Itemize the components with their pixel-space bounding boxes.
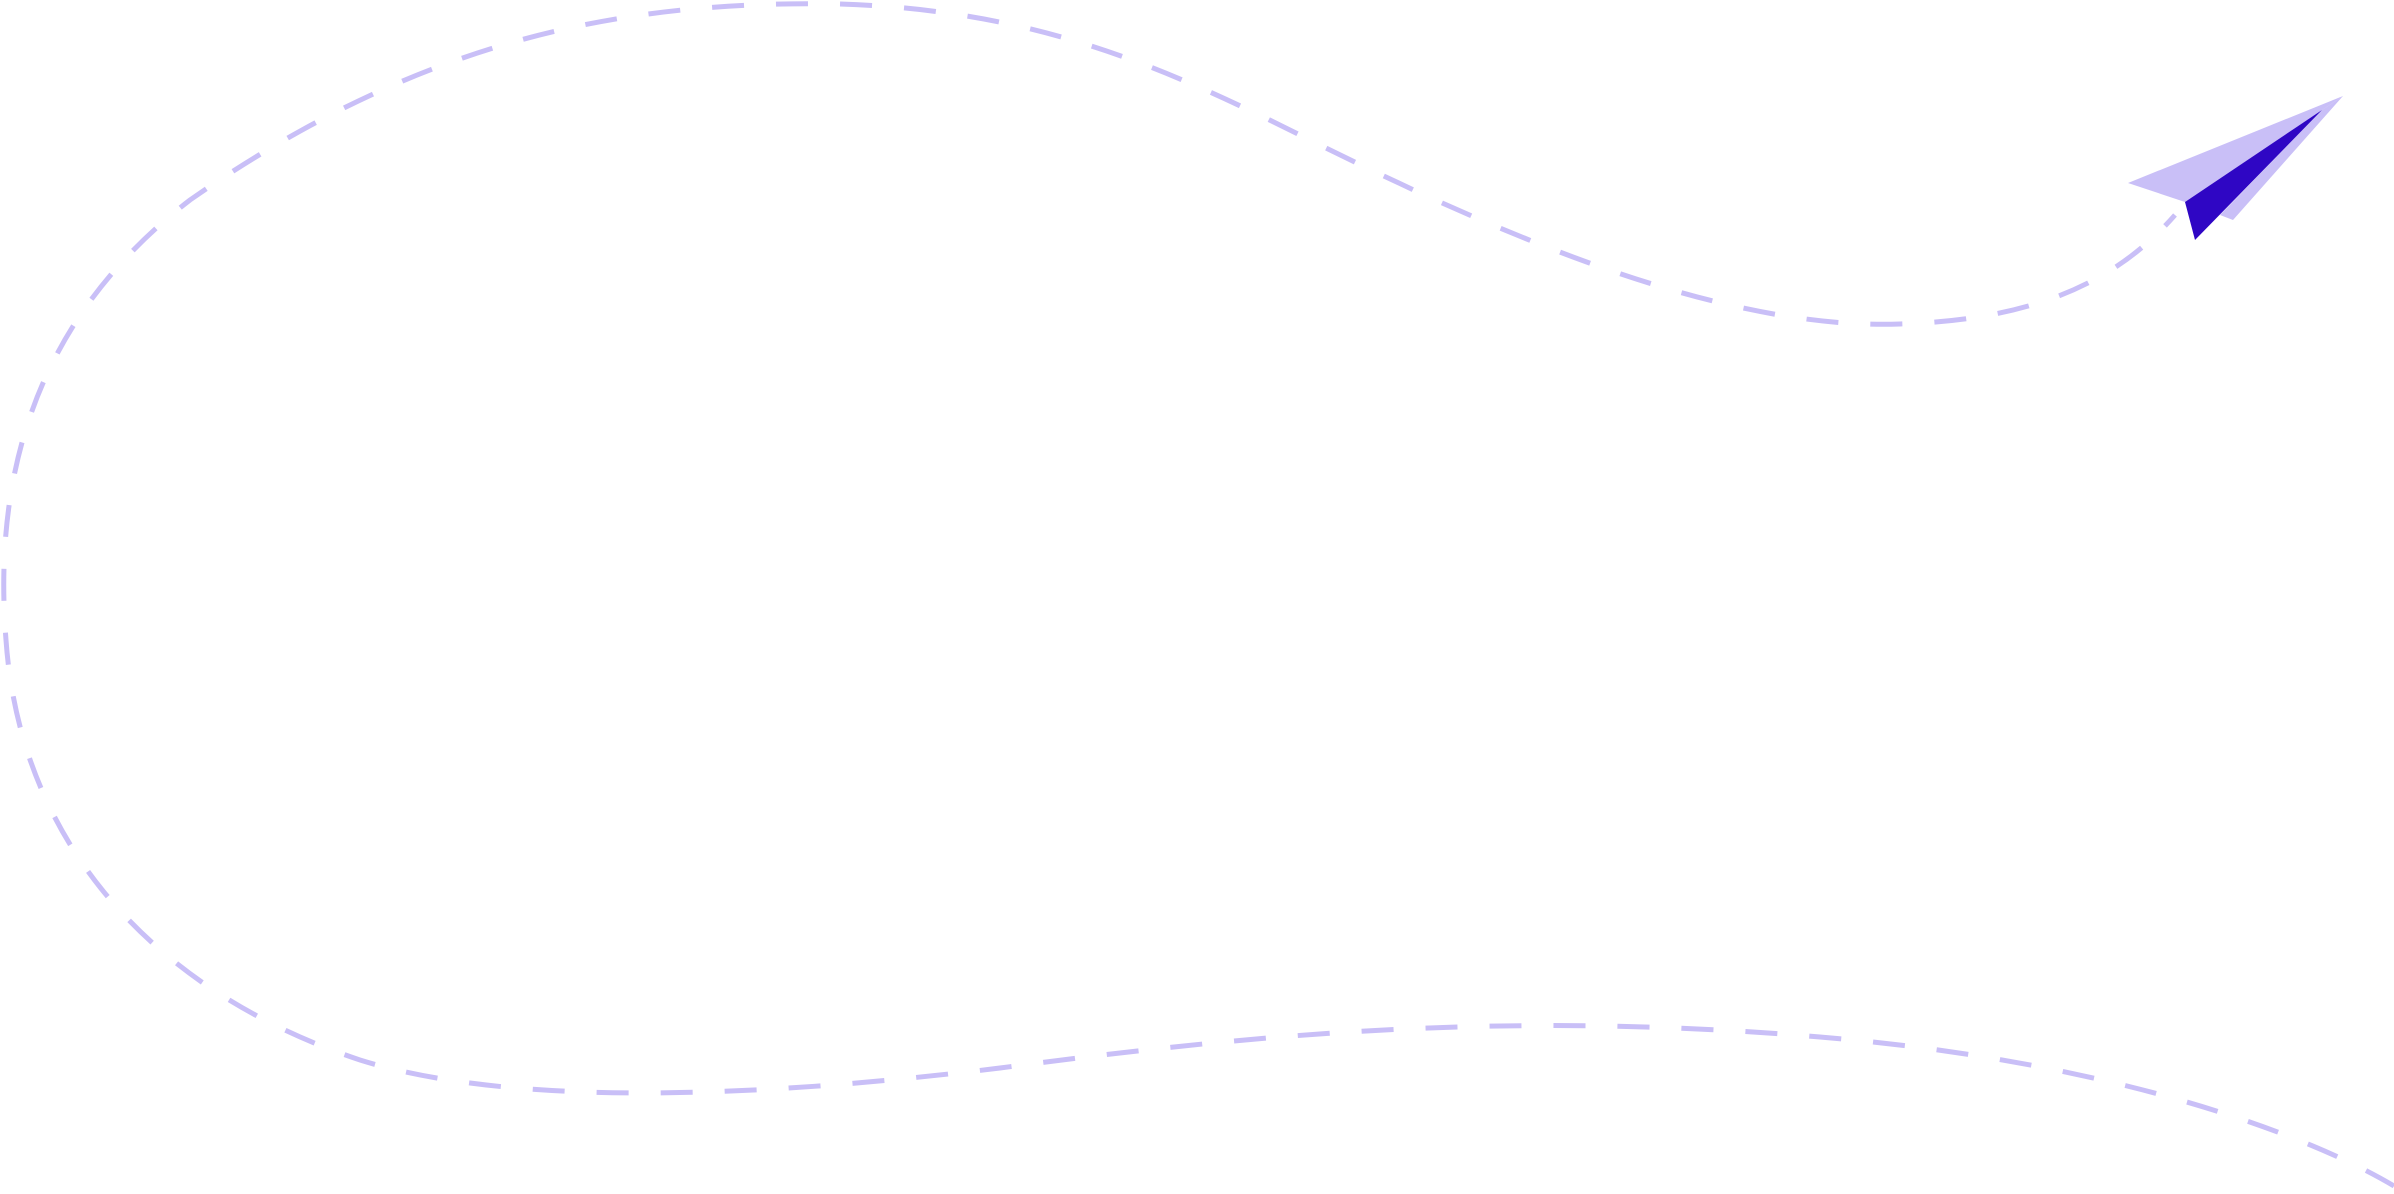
- paper-plane-right-wing: [2220, 96, 2343, 220]
- paper-plane-icon: [2128, 96, 2343, 240]
- paper-plane-body: [2185, 110, 2322, 240]
- paper-plane-top-wing: [2128, 96, 2343, 202]
